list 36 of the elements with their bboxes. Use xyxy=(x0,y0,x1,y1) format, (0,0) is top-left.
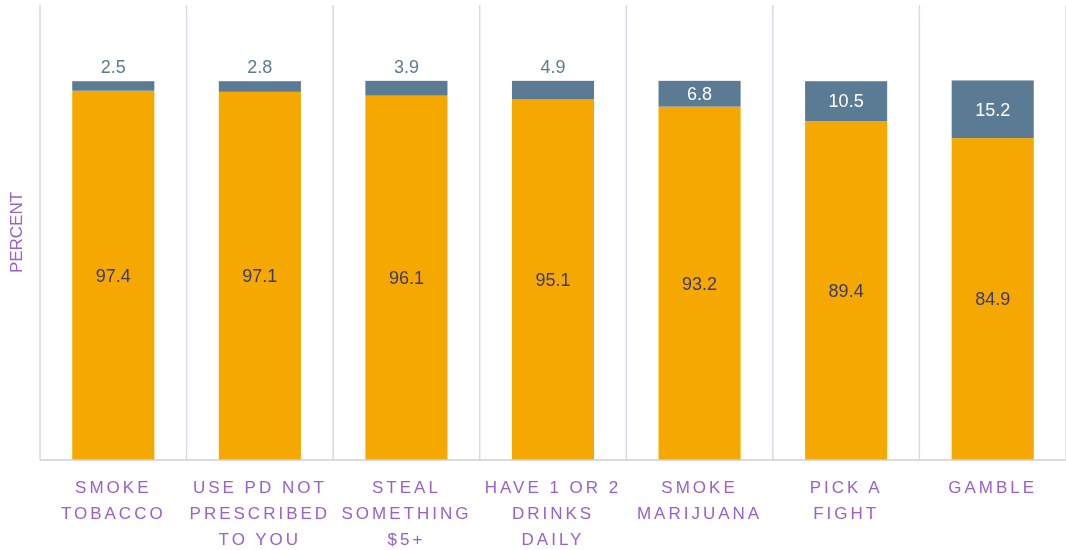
bar xyxy=(805,81,888,122)
data-label: 2.5 xyxy=(100,57,126,78)
bar xyxy=(218,81,301,92)
x-tick-label: USE PD NOT PRESCRIBED TO YOU xyxy=(189,478,331,549)
x-tick-label: HAVE 1 OR 2 DRINKS DAILY xyxy=(484,478,622,549)
data-label: 96.1 xyxy=(388,268,424,289)
bar xyxy=(511,99,595,460)
bar xyxy=(511,80,595,100)
data-label: 10.5 xyxy=(828,91,864,112)
data-label: 89.4 xyxy=(828,280,864,301)
bar xyxy=(951,80,1034,139)
data-label: 84.9 xyxy=(975,289,1011,310)
bar xyxy=(658,106,741,460)
data-label: 97.4 xyxy=(95,265,131,286)
y-axis-title: PERCENT xyxy=(7,191,26,274)
bar xyxy=(365,80,448,96)
x-tick-label: SMOKE MARIJUANA xyxy=(636,478,763,523)
bar xyxy=(218,91,301,460)
data-label: 2.8 xyxy=(247,57,273,78)
data-label: 4.9 xyxy=(540,56,566,77)
bar xyxy=(805,121,888,460)
bar xyxy=(951,138,1034,460)
bar xyxy=(72,81,155,91)
data-label: 6.8 xyxy=(687,84,713,105)
bar xyxy=(365,95,448,460)
data-label: 95.1 xyxy=(535,270,571,291)
bar xyxy=(658,80,741,107)
data-label: 93.2 xyxy=(682,273,718,294)
data-label: 15.2 xyxy=(975,99,1011,120)
x-tick-label: GAMBLE xyxy=(948,478,1038,497)
x-tick-label: SMOKE TOBACCO xyxy=(60,478,166,523)
x-tick-label: STEAL SOMETHING $5+ xyxy=(341,478,472,549)
x-tick-label: PICK A FIGHT xyxy=(809,478,883,523)
bar xyxy=(72,90,155,460)
data-label: 3.9 xyxy=(393,56,419,77)
data-label: 97.1 xyxy=(242,266,278,287)
